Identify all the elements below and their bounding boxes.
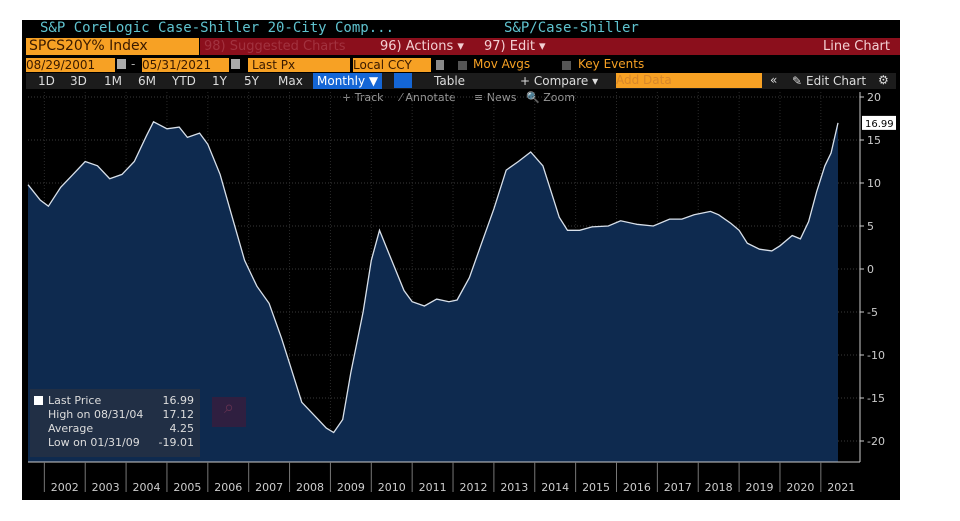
range-max[interactable]: Max [278,74,303,88]
security-title: S&P CoreLogic Case-Shiller 20-City Comp.… [40,20,395,36]
currency-select[interactable]: Local CCY [353,58,431,72]
y-tick-label: -15 [867,392,885,405]
period-select[interactable]: Monthly ▼ [313,73,383,89]
last-value-badge [862,115,896,130]
range-5y[interactable]: 5Y [244,74,259,88]
menu-bar [200,38,900,55]
zoom-search-icon[interactable]: ⌕ [212,397,246,427]
track-button[interactable]: + Track [342,91,384,104]
x-tick-label: 2015 [582,481,610,494]
x-tick-label: 2007 [255,481,283,494]
currency-dropdown-icon[interactable] [436,60,444,70]
last-value-label: 16.99 [865,119,894,130]
last-price-swatch [34,396,43,405]
edit-chart-button[interactable]: Edit Chart [806,74,867,88]
news-button[interactable]: ≡ News [474,91,517,104]
y-tick-label: 5 [867,220,874,233]
x-tick-label: 2002 [51,481,79,494]
y-tick-label: 20 [867,91,881,104]
line-chart-view-icon[interactable] [394,73,412,88]
x-tick-label: 2020 [786,481,814,494]
calendar-icon[interactable] [231,59,240,69]
y-tick-label: 0 [867,263,874,276]
mov-avgs-checkbox[interactable] [458,61,467,70]
toolbar: 1D 3D 1M 6M YTD 1Y 5Y Max Monthly ▼ Tabl… [26,73,896,89]
x-tick-label: 2018 [705,481,733,494]
last-price-label: Last Price [48,394,102,407]
average-label: Average [48,422,94,435]
x-tick-label: 2006 [214,481,242,494]
key-events-label[interactable]: Key Events [578,57,645,71]
range-6m[interactable]: 6M [138,74,156,88]
range-1y[interactable]: 1Y [212,74,227,88]
high-value: 17.12 [162,408,195,421]
source-title: S&P/Case-Shiller [504,20,639,36]
date-separator: - [131,57,136,71]
compare-button[interactable]: + Compare ▾ [520,74,599,88]
ticker-field[interactable]: SPCS20Y% Index [26,38,199,55]
x-tick-label: 2004 [133,481,161,494]
range-1d[interactable]: 1D [38,74,55,88]
x-tick-label: 2012 [459,481,487,494]
y-tick-label: -10 [867,349,885,362]
range-1m[interactable]: 1M [104,74,122,88]
high-label: High on 08/31/04 [48,408,144,421]
table-view-button[interactable]: Table [434,74,466,88]
x-tick-label: 2005 [173,481,201,494]
y-tick-label: 10 [867,177,881,190]
y-tick-label: 15 [867,134,881,147]
actions-menu[interactable]: 96) Actions ▾ [380,39,464,54]
x-tick-label: 2003 [92,481,120,494]
range-3d[interactable]: 3D [70,74,87,88]
x-tick-label: 2010 [378,481,406,494]
key-events-checkbox[interactable] [562,61,571,70]
x-tick-label: 2016 [623,481,651,494]
area-fill [28,121,838,463]
end-date-input[interactable]: 05/31/2021 [142,58,229,72]
x-tick-label: 2011 [419,481,447,494]
y-tick-label: -5 [867,306,878,319]
start-date-input[interactable]: 08/29/2001 [26,58,115,72]
x-tick-label: 2021 [827,481,855,494]
suggested-charts-button[interactable]: 98) Suggested Charts [204,39,346,54]
x-tick-label: 2009 [337,481,365,494]
calendar-icon[interactable] [117,59,126,69]
x-tick-label: 2014 [541,481,569,494]
add-data-input[interactable]: Add Data [616,73,762,88]
y-tick-label: -20 [867,435,885,448]
average-value: 4.25 [169,422,195,435]
x-tick-label: 2017 [664,481,692,494]
range-ytd[interactable]: YTD [172,74,196,88]
gear-icon[interactable]: ⚙ [878,73,889,87]
legend-box: Last Price 16.99 High on 08/31/04 17.12 … [30,389,200,457]
field-select[interactable]: Last Px [248,58,350,72]
edit-menu[interactable]: 97) Edit ▾ [484,39,546,54]
x-tick-label: 2013 [500,481,528,494]
x-tick-label: 2019 [746,481,774,494]
mov-avgs-label[interactable]: Mov Avgs [473,57,531,71]
series-line [27,120,839,434]
low-label: Low on 01/31/09 [48,436,140,449]
chart-type-label: Line Chart [823,39,890,54]
collapse-icon[interactable]: « [770,73,778,87]
x-tick-label: 2008 [296,481,324,494]
low-value: -19.01 [158,436,194,449]
last-price-value: 16.99 [162,394,195,407]
pencil-icon: ✎ [792,74,803,88]
